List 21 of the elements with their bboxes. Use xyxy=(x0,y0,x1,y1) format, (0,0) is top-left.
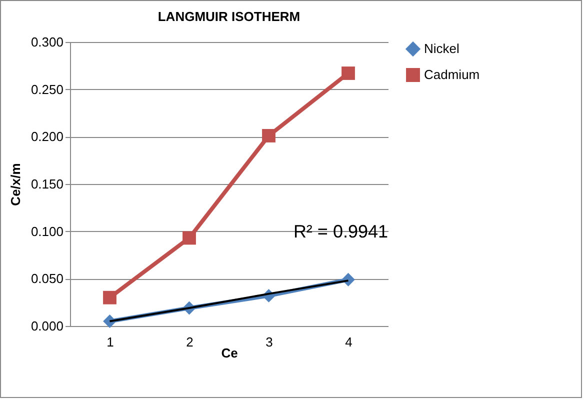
x-tick-label: 4 xyxy=(345,334,352,350)
x-tick-label: 3 xyxy=(266,334,273,350)
y-tick-label: 0.300 xyxy=(30,34,64,50)
legend-label: Cadmium xyxy=(424,67,480,82)
y-tick-label: 0.200 xyxy=(30,129,64,144)
y-tick-label: 0.250 xyxy=(30,82,64,97)
point xyxy=(103,290,116,304)
y-axis-title: Ce/x/m xyxy=(8,163,23,206)
legend-label: Nickel xyxy=(424,41,460,56)
chart-title: LANGMUIR ISOTHERM xyxy=(158,9,300,24)
y-tick-label: 0.000 xyxy=(30,318,64,334)
x-tick-label: 2 xyxy=(186,334,194,350)
y-tick-label: 0.150 xyxy=(30,176,64,192)
point xyxy=(182,231,196,245)
point xyxy=(262,129,276,142)
y-tick-label: 0.050 xyxy=(30,271,64,286)
y-tick-label: 0.100 xyxy=(30,224,64,239)
x-axis-title: Ce xyxy=(221,346,238,360)
annotation: R² = 0.9941 xyxy=(293,221,388,242)
x-tick-label: 1 xyxy=(106,334,114,350)
point xyxy=(342,66,355,80)
